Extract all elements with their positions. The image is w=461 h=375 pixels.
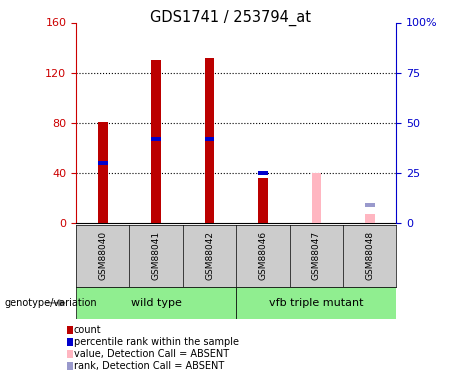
Text: GSM88047: GSM88047: [312, 231, 321, 280]
Text: GSM88046: GSM88046: [259, 231, 267, 280]
Text: count: count: [74, 325, 101, 335]
Bar: [258, 171, 268, 175]
Bar: [258, 178, 268, 223]
Text: GSM88042: GSM88042: [205, 231, 214, 280]
Text: wild type: wild type: [131, 298, 182, 308]
Text: GSM88041: GSM88041: [152, 231, 161, 280]
Text: value, Detection Call = ABSENT: value, Detection Call = ABSENT: [74, 349, 229, 359]
Bar: [236, 287, 396, 319]
Text: genotype/variation: genotype/variation: [5, 298, 97, 308]
Bar: [151, 60, 161, 223]
Bar: [98, 122, 107, 223]
Bar: [98, 161, 107, 165]
Text: GSM88040: GSM88040: [98, 231, 107, 280]
Bar: [205, 58, 214, 223]
Bar: [76, 287, 236, 319]
Bar: [365, 214, 375, 223]
Text: percentile rank within the sample: percentile rank within the sample: [74, 337, 239, 347]
Bar: [312, 173, 321, 223]
Bar: [365, 203, 375, 207]
Text: vfb triple mutant: vfb triple mutant: [269, 298, 364, 308]
Text: GDS1741 / 253794_at: GDS1741 / 253794_at: [150, 9, 311, 26]
Bar: [151, 136, 161, 141]
Text: GSM88048: GSM88048: [365, 231, 374, 280]
Text: rank, Detection Call = ABSENT: rank, Detection Call = ABSENT: [74, 361, 224, 371]
Bar: [205, 136, 214, 141]
